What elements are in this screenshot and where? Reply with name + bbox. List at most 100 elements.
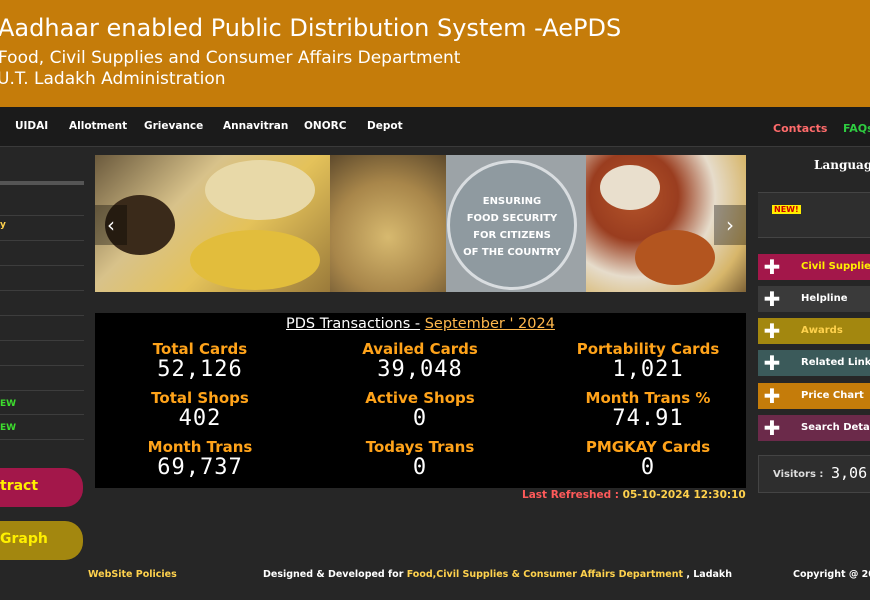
millet-bowl-image [330, 155, 446, 292]
extract-button[interactable]: tract [0, 468, 83, 507]
banner-carousel: ENSURING FOOD SECURITY FOR CITIZENS OF T… [95, 155, 746, 292]
stat-label: Active Shops [365, 389, 475, 407]
language-selector[interactable]: Language [814, 158, 870, 172]
site-header: Aadhaar enabled Public Distribution Syst… [0, 0, 870, 107]
plus-icon: ✚ [763, 416, 781, 440]
stats-title: PDS Transactions - September ' 2024 [95, 316, 746, 332]
stats-title-prefix: PDS Transactions - [286, 316, 421, 332]
nav-allotment[interactable]: Allotment [69, 120, 128, 132]
stat-portability-cards: Portability Cards 1,021 [543, 340, 753, 382]
stat-month-trans: Month Trans 69,737 [95, 438, 305, 480]
sidebar-divider [0, 414, 84, 415]
stat-label: PMGKAY Cards [585, 438, 711, 456]
plus-icon: ✚ [763, 384, 781, 408]
stat-value: 69,737 [157, 455, 243, 480]
nav-grievance[interactable]: Grievance [144, 120, 204, 132]
price-chart-button[interactable]: ✚ Price Chart [758, 383, 870, 409]
stat-total-shops: Total Shops 402 [95, 389, 305, 431]
banner-caption-line: FOOD SECURITY [466, 213, 558, 224]
stat-pmgkay-cards: PMGKAY Cards 0 [543, 438, 753, 480]
helpline-button[interactable]: ✚ Helpline [758, 286, 870, 312]
sidebar-divider [0, 215, 84, 216]
footer-department: Food,Civil Supplies & Consumer Affairs D… [406, 569, 684, 580]
stat-value: 402 [178, 406, 222, 431]
stat-label: Availed Cards [362, 340, 478, 358]
main-nav: UIDAI Allotment Grievance Annavitran ONO… [0, 107, 870, 147]
button-label: Search Detail [801, 422, 870, 433]
nav-annavitran[interactable]: Annavitran [223, 120, 289, 132]
site-title: Aadhaar enabled Public Distribution Syst… [0, 14, 622, 42]
plus-icon: ✚ [763, 351, 781, 375]
farmer-image [105, 195, 175, 255]
button-label: Awards [801, 325, 843, 336]
sidebar-divider [0, 340, 84, 341]
plus-icon: ✚ [763, 255, 781, 279]
stat-value: 39,048 [377, 357, 463, 382]
stat-label: Total Shops [151, 389, 249, 407]
banner-caption-line: OF THE COUNTRY [463, 247, 561, 258]
sidebar-header-bar [0, 181, 84, 185]
stat-total-cards: Total Cards 52,126 [95, 340, 305, 382]
pulses-image [635, 230, 715, 285]
stats-month: September ' 2024 [424, 316, 555, 332]
stat-value: 0 [412, 455, 428, 480]
nav-uidai[interactable]: UIDAI [15, 120, 49, 132]
stat-todays-trans: Todays Trans 0 [315, 438, 525, 480]
sidebar-divider [0, 265, 84, 266]
button-label: Civil Supplies [801, 261, 870, 272]
sidebar-divider [0, 365, 84, 366]
news-box: NEW! [758, 192, 870, 238]
last-refreshed: Last Refreshed : 05-10-2024 12:30:10 [522, 489, 746, 501]
graph-button[interactable]: Graph [0, 521, 83, 560]
sidebar-divider [0, 290, 84, 291]
visitor-counter: Visitors : 3,06,5 [758, 455, 870, 493]
new-badge: NEW! [772, 205, 801, 214]
plus-icon: ✚ [763, 319, 781, 343]
website-policies-link[interactable]: WebSite Policies [88, 569, 177, 580]
carousel-next-button[interactable]: › [714, 205, 746, 245]
sidebar-mark: y [0, 220, 6, 230]
last-refreshed-value: 05-10-2024 12:30:10 [622, 489, 746, 501]
button-label: Price Chart [801, 390, 864, 401]
nav-contacts[interactable]: Contacts [773, 122, 828, 135]
footer-designed-text: Designed & Developed for [263, 569, 404, 580]
stat-value: 0 [412, 406, 428, 431]
stat-availed-cards: Availed Cards 39,048 [315, 340, 525, 382]
stat-value: 0 [640, 455, 656, 480]
nav-depot[interactable]: Depot [367, 120, 403, 132]
related-links-button[interactable]: ✚ Related Links [758, 350, 870, 376]
last-refreshed-label: Last Refreshed : [522, 489, 619, 501]
visitors-label: Visitors : [773, 469, 824, 480]
stat-value: 1,021 [612, 357, 684, 382]
stat-label: Total Cards [152, 340, 248, 358]
stat-value: 52,126 [157, 357, 243, 382]
banner-caption-line: ENSURING [482, 196, 542, 207]
stat-label: Portability Cards [576, 340, 720, 358]
sidebar-divider [0, 240, 84, 241]
civil-supplies-button[interactable]: ✚ Civil Supplies [758, 254, 870, 280]
button-label: Related Links [801, 357, 870, 368]
administration-name: U.T. Ladakh Administration [0, 69, 226, 89]
stat-month-trans-percent: Month Trans % 74.91 [543, 389, 753, 431]
new-tag: EW [0, 423, 17, 433]
grain-image [205, 160, 315, 220]
site-footer: WebSite Policies Designed & Developed fo… [0, 565, 870, 585]
banner-text-circle [447, 160, 577, 290]
stat-label: Todays Trans [365, 438, 475, 456]
new-tag: EW [0, 399, 17, 409]
left-sidebar: y EW EW tract Graph [0, 148, 84, 568]
plus-icon: ✚ [763, 287, 781, 311]
nav-onorc[interactable]: ONORC [304, 120, 347, 132]
awards-button[interactable]: ✚ Awards [758, 318, 870, 344]
search-detail-button[interactable]: ✚ Search Detail [758, 415, 870, 441]
carousel-prev-button[interactable]: ‹ [95, 205, 127, 245]
nav-faqs[interactable]: FAQs [843, 122, 870, 135]
sidebar-divider [0, 390, 84, 391]
banner-caption: ENSURING FOOD SECURITY FOR CITIZENS OF T… [447, 193, 577, 261]
footer-credits: Designed & Developed for Food,Civil Supp… [263, 569, 732, 580]
button-label: Helpline [801, 293, 848, 304]
sidebar-divider [0, 439, 84, 440]
banner-caption-line: FOR CITIZENS [473, 230, 551, 241]
stat-label: Month Trans [147, 438, 253, 456]
pulses-image [600, 165, 660, 210]
